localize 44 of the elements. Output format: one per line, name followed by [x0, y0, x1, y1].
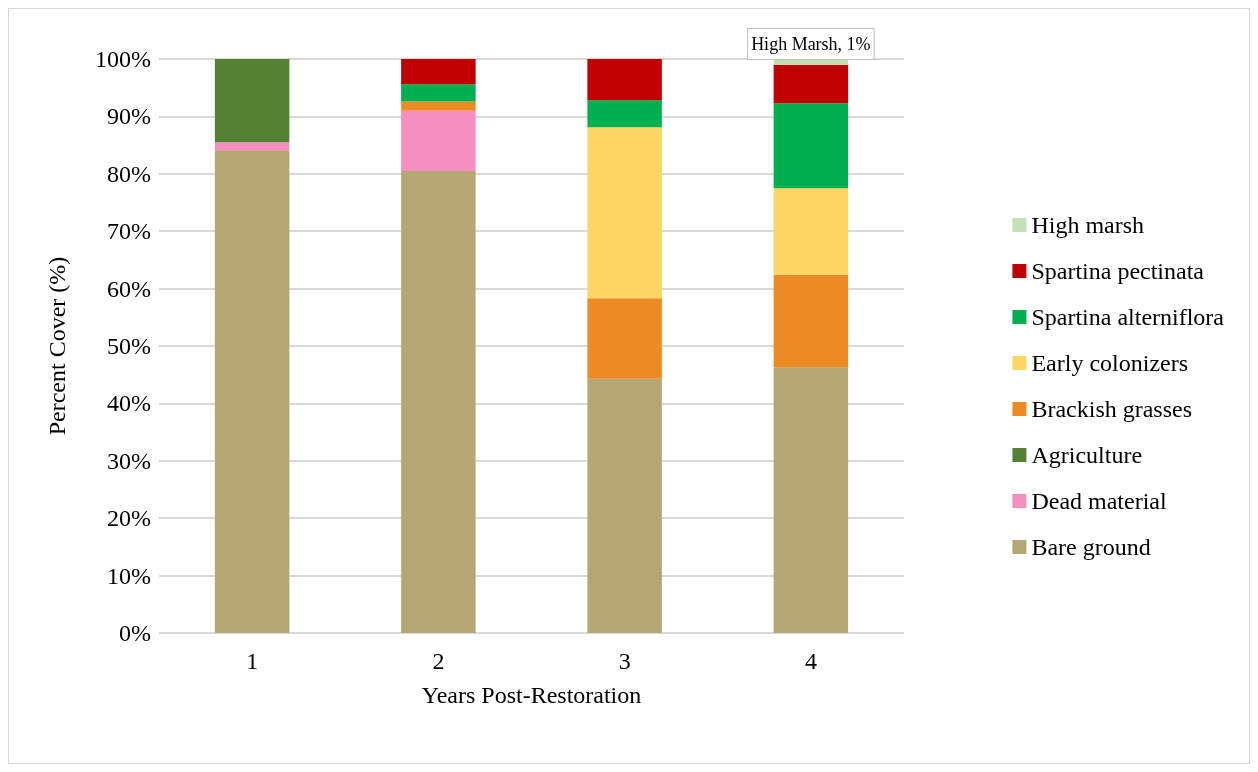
legend-label: Dead material	[1031, 488, 1167, 514]
legend-label: Spartina alterniflora	[1031, 304, 1225, 330]
y-tick-label: 100%	[95, 46, 151, 72]
bar	[401, 110, 476, 171]
legend-label: Brackish grasses	[1031, 396, 1193, 422]
bar	[401, 59, 476, 85]
bar	[401, 84, 476, 102]
bar	[773, 64, 849, 104]
y-tick-label: 70%	[107, 218, 151, 245]
y-tick-label: 10%	[107, 562, 151, 589]
legend-label: Bare ground	[1031, 534, 1151, 560]
x-tick-label: 1	[246, 648, 259, 674]
data-label: High Marsh, 1%	[751, 34, 871, 54]
legend-label: Early colonizers	[1031, 350, 1189, 376]
bar	[587, 59, 662, 101]
bar	[214, 150, 290, 633]
bar	[587, 378, 662, 633]
y-tick-label: 40%	[107, 390, 151, 417]
legend-label: High marsh	[1031, 212, 1145, 238]
y-axis-title: Percent Cover (%)	[44, 256, 70, 436]
bar	[773, 103, 849, 189]
x-axis-title: Years Post-Restoration	[421, 682, 642, 708]
bar	[214, 59, 290, 143]
y-tick-label: 0%	[119, 620, 151, 646]
bar	[401, 170, 476, 633]
y-tick-label: 30%	[107, 447, 151, 474]
bar	[773, 188, 849, 275]
bar	[587, 100, 662, 128]
x-tick-label: 4	[804, 648, 817, 674]
bar	[587, 298, 662, 379]
y-tick-label: 80%	[107, 160, 151, 187]
legend-label: Agriculture	[1031, 442, 1143, 468]
y-tick-label: 60%	[107, 275, 151, 302]
y-tick-label: 50%	[107, 333, 151, 359]
bar	[214, 142, 290, 151]
y-tick-label: 20%	[107, 505, 151, 532]
x-tick-label: 3	[618, 648, 631, 674]
bar	[401, 101, 476, 111]
legend-label: Spartina pectinata	[1031, 258, 1205, 284]
y-tick-label: 90%	[107, 103, 151, 130]
x-tick-label: 2	[432, 648, 445, 674]
bar	[587, 127, 662, 299]
bar	[773, 274, 849, 368]
bar	[773, 367, 849, 633]
